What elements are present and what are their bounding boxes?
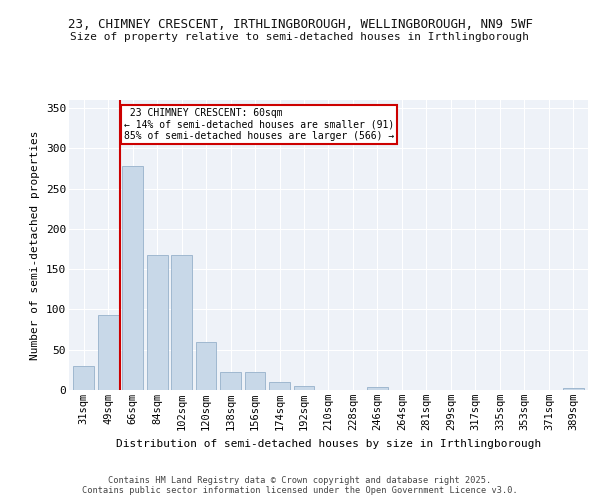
Text: Size of property relative to semi-detached houses in Irthlingborough: Size of property relative to semi-detach… — [71, 32, 530, 42]
Bar — [245, 372, 265, 390]
Bar — [269, 382, 290, 390]
Text: Contains HM Land Registry data © Crown copyright and database right 2025.
Contai: Contains HM Land Registry data © Crown c… — [82, 476, 518, 495]
Bar — [122, 166, 143, 390]
Text: 23, CHIMNEY CRESCENT, IRTHLINGBOROUGH, WELLINGBOROUGH, NN9 5WF: 23, CHIMNEY CRESCENT, IRTHLINGBOROUGH, W… — [67, 18, 533, 30]
Bar — [367, 387, 388, 390]
Bar — [563, 388, 584, 390]
Bar — [73, 366, 94, 390]
Bar — [147, 256, 167, 390]
Bar — [171, 256, 192, 390]
Y-axis label: Number of semi-detached properties: Number of semi-detached properties — [31, 130, 40, 360]
Bar — [98, 315, 119, 390]
Bar — [196, 342, 217, 390]
Bar — [220, 372, 241, 390]
X-axis label: Distribution of semi-detached houses by size in Irthlingborough: Distribution of semi-detached houses by … — [116, 438, 541, 448]
Bar — [293, 386, 314, 390]
Text: 23 CHIMNEY CRESCENT: 60sqm
← 14% of semi-detached houses are smaller (91)
85% of: 23 CHIMNEY CRESCENT: 60sqm ← 14% of semi… — [124, 108, 394, 142]
